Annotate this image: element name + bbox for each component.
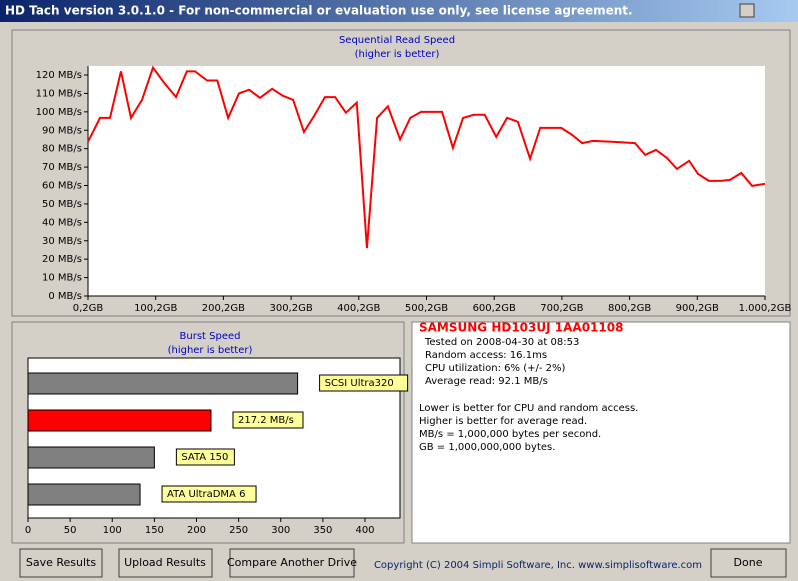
- x-tick-label: 800,2GB: [608, 303, 651, 314]
- x-tick-label: 700,2GB: [540, 303, 583, 314]
- bar-label: SATA 150: [181, 452, 228, 463]
- read-title: Sequential Read Speed: [339, 35, 455, 46]
- bar-label-box: [319, 374, 409, 392]
- info-line: Average read: 92.1 MB/s: [425, 376, 548, 387]
- info-panel: [411, 321, 791, 544]
- y-tick-label: 120 MB/s: [36, 70, 82, 81]
- burst-subtitle: (higher is better): [168, 345, 253, 356]
- save-button[interactable]: [19, 548, 103, 578]
- x-tick-label: 300: [271, 525, 290, 536]
- x-tick-label: 0,2GB: [73, 303, 104, 314]
- y-tick-label: 60 MB/s: [42, 181, 82, 192]
- info-note: Lower is better for CPU and random acces…: [419, 403, 638, 414]
- info-note: MB/s = 1,000,000 bytes per second.: [419, 429, 601, 440]
- bar-label: SCSI Ultra320: [325, 378, 394, 389]
- done-button[interactable]: [710, 548, 787, 578]
- window-title: HD Tach version 3.0.1.0 - For non-commer…: [5, 4, 633, 18]
- bar-label: ATA UltraDMA 6: [167, 489, 245, 500]
- y-tick-label: 70 MB/s: [42, 162, 82, 173]
- info-line: Random access: 16.1ms: [425, 350, 547, 361]
- bar-label-box: [175, 448, 235, 466]
- x-tick-label: 600,2GB: [473, 303, 516, 314]
- bar: [27, 483, 141, 506]
- y-tick-label: 100 MB/s: [36, 107, 82, 118]
- y-tick-label: 80 MB/s: [42, 144, 82, 155]
- y-tick-label: 30 MB/s: [42, 236, 82, 247]
- x-tick-label: 100: [103, 525, 122, 536]
- x-tick-label: 300,2GB: [269, 303, 312, 314]
- y-tick-label: 90 MB/s: [42, 125, 82, 136]
- y-tick-label: 40 MB/s: [42, 217, 82, 228]
- drive-name: SAMSUNG HD103UJ 1AA01108: [419, 321, 623, 335]
- x-tick-label: 400: [355, 525, 374, 536]
- upload-label[interactable]: Upload Results: [124, 556, 206, 569]
- x-tick-label: 350: [313, 525, 332, 536]
- burst-title: Burst Speed: [180, 331, 241, 342]
- bar: [27, 372, 299, 395]
- y-tick-label: 10 MB/s: [42, 273, 82, 284]
- x-tick-label: 250: [229, 525, 248, 536]
- x-tick-label: 100,2GB: [134, 303, 177, 314]
- bar-label: 217.2 MB/s: [238, 415, 294, 426]
- read-plot: [88, 66, 765, 296]
- bar-label-box: [232, 411, 304, 429]
- info-note: Higher is better for average read.: [419, 416, 587, 427]
- bar: [27, 409, 212, 432]
- x-tick-label: 400,2GB: [337, 303, 380, 314]
- bar: [27, 446, 155, 469]
- bar-label-box: [161, 485, 257, 503]
- compare-label[interactable]: Compare Another Drive: [227, 556, 357, 569]
- x-tick-label: 200,2GB: [202, 303, 245, 314]
- compare-button[interactable]: [229, 548, 355, 578]
- save-label[interactable]: Save Results: [26, 556, 96, 569]
- x-tick-label: 900,2GB: [676, 303, 719, 314]
- x-tick-label: 50: [64, 525, 77, 536]
- y-tick-label: 20 MB/s: [42, 254, 82, 265]
- y-tick-label: 0 MB/s: [48, 291, 82, 302]
- read-line: [87, 65, 766, 249]
- info-line: Tested on 2008-04-30 at 08:53: [424, 337, 579, 348]
- read-subtitle: (higher is better): [355, 49, 440, 60]
- info-line: CPU utilization: 6% (+/- 2%): [425, 363, 566, 374]
- y-tick-label: 50 MB/s: [42, 199, 82, 210]
- x-tick-label: 1.000,2GB: [739, 303, 792, 314]
- x-tick-label: 150: [145, 525, 164, 536]
- x-tick-label: 0: [25, 525, 31, 536]
- info-note: GB = 1,000,000,000 bytes.: [419, 442, 555, 453]
- x-tick-label: 500,2GB: [405, 303, 448, 314]
- title-bar: [0, 0, 798, 22]
- print-icon[interactable]: [739, 3, 755, 18]
- upload-button[interactable]: [118, 548, 213, 578]
- x-tick-label: 200: [187, 525, 206, 536]
- copyright: Copyright (C) 2004 Simpli Software, Inc.…: [374, 560, 702, 571]
- done-label[interactable]: Done: [734, 556, 763, 569]
- y-tick-label: 110 MB/s: [36, 88, 82, 99]
